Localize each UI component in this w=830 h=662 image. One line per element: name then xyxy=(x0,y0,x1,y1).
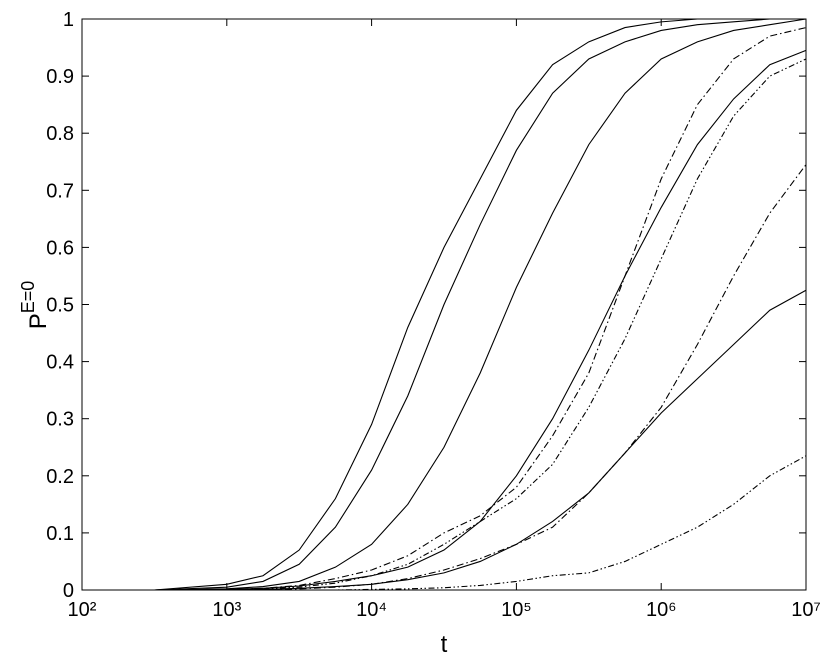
y-tick-label: 0.1 xyxy=(46,523,74,545)
data-line xyxy=(82,455,807,591)
y-tick-label: 0.6 xyxy=(46,237,74,259)
data-line xyxy=(82,164,807,591)
x-tick-label: 10² xyxy=(68,599,97,621)
y-tick-label: 0.9 xyxy=(46,66,74,88)
x-axis-label: t xyxy=(441,631,448,658)
x-tick-label: 10⁵ xyxy=(501,599,532,621)
data-line xyxy=(82,49,807,591)
y-tick-label: 0.3 xyxy=(46,409,74,431)
y-tick-label: 1 xyxy=(63,9,74,31)
y-axis-label: PE=0 xyxy=(18,281,52,330)
data-line xyxy=(82,58,807,591)
y-tick-label: 0.2 xyxy=(46,466,74,488)
data-line xyxy=(82,18,807,591)
x-tick-label: 10⁷ xyxy=(791,599,820,621)
x-tick-label: 10⁴ xyxy=(356,599,387,621)
x-tick-label: 10³ xyxy=(212,599,241,621)
y-tick-label: 0.5 xyxy=(46,295,74,317)
y-tick-label: 0.8 xyxy=(46,123,74,145)
data-line xyxy=(82,289,807,591)
data-line xyxy=(82,18,806,591)
x-tick-label: 10⁶ xyxy=(646,599,676,621)
y-tick-label: 0.4 xyxy=(46,352,74,374)
y-label-base: P xyxy=(25,313,52,329)
data-line xyxy=(82,18,806,591)
y-tick-label: 0 xyxy=(63,580,74,602)
data-line xyxy=(82,27,807,591)
y-label-superscript: E=0 xyxy=(18,281,38,314)
y-tick-label: 0.7 xyxy=(46,180,74,202)
